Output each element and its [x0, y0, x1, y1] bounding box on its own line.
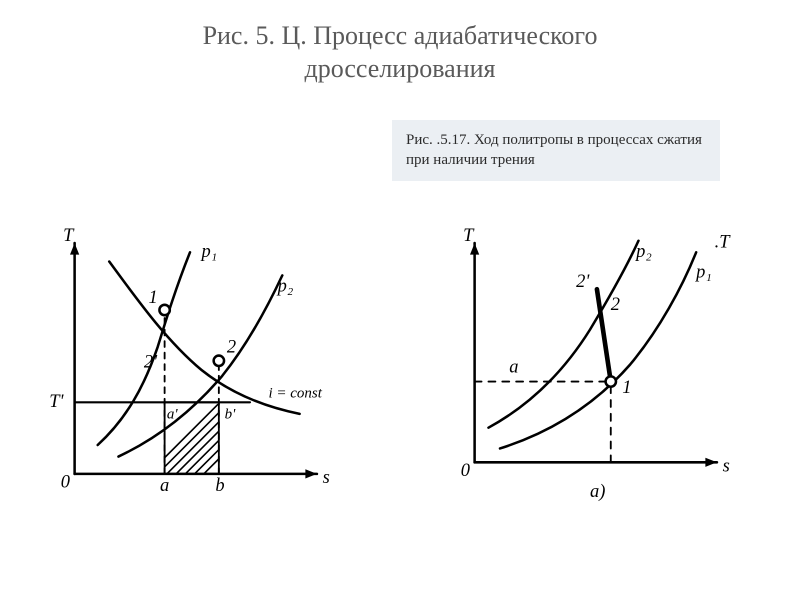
lbl-Tprime: T' — [49, 391, 64, 411]
lbl-a-r: a — [509, 356, 518, 376]
page-title: Рис. 5. Ц. Процесс адиабатического дросс… — [0, 0, 800, 85]
left-svg: T s 0 p₁ p₂ i = const 1 2 2' T' a b a' b… — [20, 220, 360, 520]
lbl-pt2p-r: 2' — [576, 271, 590, 291]
diagram-right: T .T s 0 p₁ p₂ 1 2 2' a a) — [420, 220, 780, 540]
caption-text: Рис. .5.17. Ход политропы в процессах сж… — [406, 132, 702, 168]
lbl-T-r: T — [463, 225, 475, 245]
right-svg: T .T s 0 p₁ p₂ 1 2 2' a a) — [420, 220, 760, 520]
lbl-pt2-r: 2 — [611, 294, 620, 314]
curve-p1-r — [500, 252, 696, 448]
diagram-left: T s 0 p₁ p₂ i = const 1 2 2' T' a b a' b… — [20, 220, 380, 540]
lbl-pt1: 1 — [148, 287, 157, 307]
curve-p2-r — [488, 241, 638, 428]
lbl-b: b — [215, 475, 224, 495]
proc-line — [597, 289, 611, 381]
lbl-aprime: a' — [167, 406, 179, 422]
lbl-p2: p₂ — [276, 276, 294, 296]
axes-r — [470, 243, 717, 467]
lbl-s-r: s — [723, 456, 730, 476]
lbl-Tcorner: .T — [715, 232, 732, 252]
lbl-0-r: 0 — [461, 460, 470, 480]
lbl-p2-r: p₂ — [634, 241, 652, 261]
lbl-p1: p₁ — [200, 241, 218, 261]
pt-2 — [214, 356, 224, 366]
lbl-sub-a: a) — [590, 481, 605, 502]
diagrams-row: T s 0 p₁ p₂ i = const 1 2 2' T' a b a' b… — [0, 220, 800, 540]
lbl-p1-r: p₁ — [694, 262, 712, 282]
pt-1-r — [606, 376, 616, 386]
lbl-a: a — [160, 475, 169, 495]
lbl-iconst: i = const — [268, 386, 322, 402]
lbl-s: s — [323, 467, 330, 487]
lbl-pt2: 2 — [227, 337, 236, 357]
lbl-pt2p: 2' — [144, 352, 158, 372]
title-line-1: Рис. 5. Ц. Процесс адиабатического — [203, 21, 598, 50]
caption-box: Рис. .5.17. Ход политропы в процессах сж… — [392, 120, 720, 181]
pt-1 — [159, 305, 169, 315]
title-line-2: дросселирования — [305, 54, 496, 83]
lbl-0: 0 — [61, 472, 70, 492]
lbl-pt1-r: 1 — [622, 377, 631, 397]
lbl-bprime: b' — [225, 406, 237, 422]
lbl-T: T — [63, 225, 75, 245]
